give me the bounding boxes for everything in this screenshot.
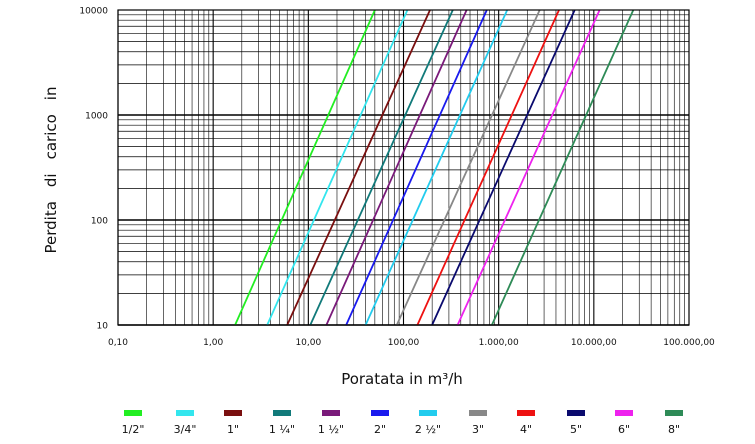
legend-swatch-6	[371, 410, 389, 416]
series-line-8	[395, 9, 541, 326]
series-line-4	[309, 9, 454, 326]
series-line-9	[416, 9, 560, 326]
series-line-11	[456, 9, 601, 326]
y-axis-title-word: carico	[42, 114, 60, 159]
y-axis-title-text: Perdita di carico in	[42, 87, 60, 254]
legend-label-8: 3"	[472, 423, 484, 436]
legend-label-10: 5"	[570, 423, 582, 436]
series-line-3	[286, 9, 431, 326]
grid	[117, 10, 689, 326]
y-axis-title-word: in	[42, 87, 60, 101]
y-axis-title-word: di	[42, 173, 60, 187]
x-tick-label: 1,00	[203, 338, 223, 348]
x-tick-label: 100,00	[388, 338, 420, 348]
legend: 1/2" 3/4" 1" 1 ¼" 1 ½" 2" 2 ½" 3" 4" 5" 6" 8"	[122, 410, 683, 436]
legend-swatch-10	[567, 410, 585, 416]
legend-label-9: 4"	[520, 423, 532, 436]
series-line-12	[491, 9, 635, 326]
y-tick-label: 10	[97, 322, 109, 332]
legend-label-3: 1"	[227, 423, 239, 436]
legend-label-1: 1/2"	[122, 423, 145, 436]
legend-label-11: 6"	[618, 423, 630, 436]
y-axis-title: Perdita di carico in	[42, 87, 60, 254]
x-axis-title: Poratata in m³/h	[341, 370, 463, 388]
series-line-1	[234, 9, 376, 326]
legend-swatch-2	[176, 410, 194, 416]
x-tick-label: 100.000,00	[663, 338, 715, 348]
x-tick-label: 10,00	[295, 338, 321, 348]
x-tick-label: 0,10	[108, 338, 128, 348]
y-tick-label: 1000	[85, 112, 108, 122]
legend-label-7: 2 ½"	[415, 423, 441, 436]
series-line-5	[325, 9, 468, 326]
legend-swatch-9	[517, 410, 535, 416]
legend-swatch-5	[322, 410, 340, 416]
legend-swatch-1	[124, 410, 142, 416]
series-line-2	[266, 9, 409, 326]
legend-swatch-11	[615, 410, 633, 416]
y-tick-label: 10000	[79, 7, 108, 17]
y-tick-label: 100	[91, 217, 108, 227]
series-lines	[234, 9, 635, 326]
legend-label-4: 1 ¼"	[269, 423, 295, 436]
legend-swatch-7	[419, 410, 437, 416]
series-line-6	[345, 9, 488, 326]
x-tick-label: 1.000,00	[479, 338, 519, 348]
legend-swatch-3	[224, 410, 242, 416]
plot-frame	[117, 9, 690, 326]
legend-label-5: 1 ½"	[318, 423, 344, 436]
x-tick-label: 10.000,00	[571, 338, 617, 348]
series-line-7	[364, 9, 509, 326]
x-tick-labels: 0,10 1,00 10,00 100,00 1.000,00 10.000,00 100.…	[108, 338, 715, 348]
legend-label-12: 8"	[668, 423, 680, 436]
series-line-10	[431, 9, 576, 326]
y-axis-title-word: Perdita	[42, 201, 60, 253]
legend-swatch-4	[273, 410, 291, 416]
legend-label-6: 2"	[374, 423, 386, 436]
legend-swatch-8	[469, 410, 487, 416]
y-tick-labels: 10 100 1000 10000	[79, 7, 108, 332]
legend-label-2: 3/4"	[174, 423, 197, 436]
legend-swatch-12	[665, 410, 683, 416]
